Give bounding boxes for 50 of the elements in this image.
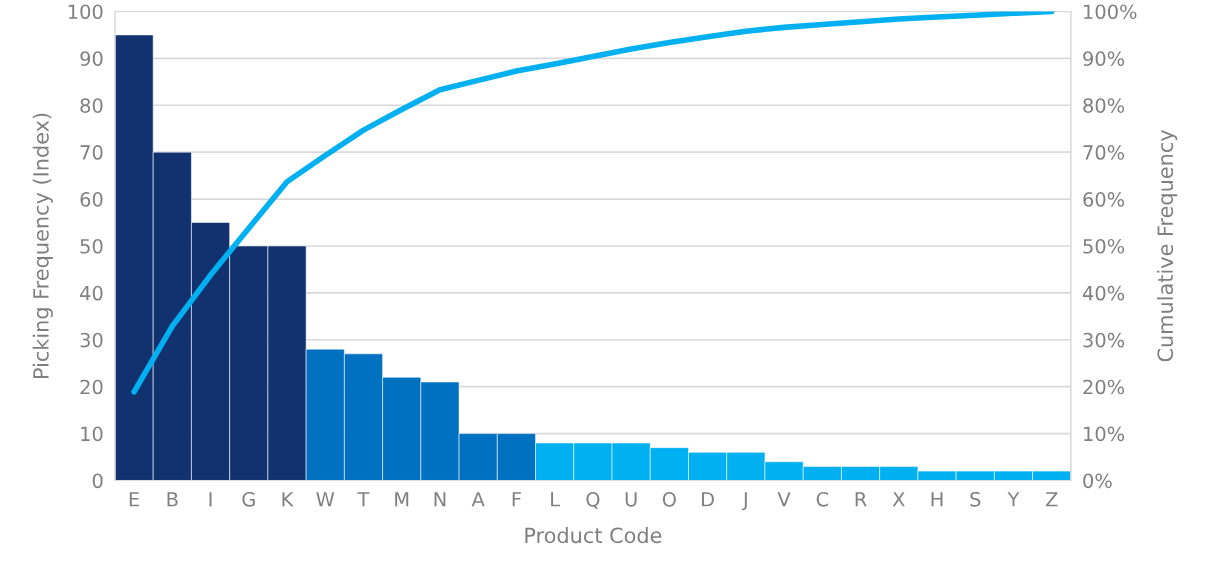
x-tick-label: Q	[586, 491, 600, 509]
y-tick-label: 10	[81, 426, 103, 442]
x-tick-label: T	[357, 492, 370, 507]
y-axis-title: Picking Frequency (Index)	[32, 113, 53, 378]
x-tick-label: G	[242, 491, 255, 507]
x-tick-label: A	[471, 492, 485, 507]
x-tick-label: W	[316, 492, 335, 507]
x-tick-label: V	[777, 492, 791, 507]
y-tick-label: 70	[80, 145, 103, 160]
y2-tick-label: 30%	[1083, 332, 1125, 348]
x-tick-label: K	[282, 492, 294, 507]
y-tick-label: 20	[80, 379, 103, 395]
y-tick-label: 40	[80, 285, 103, 301]
y2-axis-title: Cumulative Frequency	[1157, 130, 1178, 362]
x-tick-label: E	[129, 492, 139, 507]
x-tick-label: M	[395, 492, 409, 507]
y-tick-label: 60	[80, 192, 103, 207]
y2-tick-label: 10%	[1084, 426, 1125, 442]
x-tick-label: C	[816, 491, 829, 507]
y2-tick-label: 80%	[1083, 98, 1125, 113]
y-tick-label: 90	[80, 51, 103, 67]
x-tick-label: S	[970, 491, 981, 507]
x-axis-title: Product Code	[525, 527, 662, 544]
x-tick-label: N	[434, 492, 446, 507]
y2-tick-label: 0%	[1083, 473, 1112, 489]
x-tick-label: Z	[1045, 492, 1058, 507]
x-tick-label: Y	[1007, 492, 1020, 507]
x-tick-label: J	[741, 492, 747, 511]
x-tick-label: I	[209, 492, 212, 507]
x-tick-label: L	[551, 492, 560, 507]
y2-tick-label: 60%	[1083, 192, 1125, 207]
y-tick-label: 80	[80, 98, 103, 113]
y2-tick-label: 50%	[1083, 238, 1125, 254]
x-tick-label: O	[662, 491, 676, 507]
x-tick-label: H	[931, 492, 943, 507]
y2-tick-label: 70%	[1083, 145, 1125, 160]
y-tick-label: 0	[92, 473, 103, 489]
y2-tick-label: 20%	[1083, 379, 1125, 395]
x-tick-label: X	[892, 492, 905, 507]
y-tick-label: 50	[80, 238, 103, 254]
x-tick-label: R	[855, 492, 867, 507]
y2-tick-label: 100%	[1084, 4, 1137, 20]
y-tick-label: 100	[68, 4, 103, 20]
x-tick-label: B	[167, 492, 178, 507]
y2-tick-label: 40%	[1082, 285, 1125, 301]
x-tick-label: U	[625, 492, 637, 507]
x-tick-label: D	[702, 492, 714, 507]
x-tick-label: F	[512, 492, 521, 507]
y2-tick-label: 90%	[1083, 51, 1125, 67]
y-tick-label: 30	[80, 332, 103, 348]
